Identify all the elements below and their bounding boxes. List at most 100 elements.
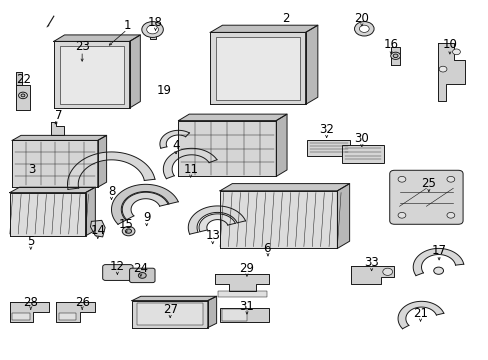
Text: 11: 11	[183, 163, 198, 176]
Polygon shape	[163, 148, 217, 179]
Text: 25: 25	[421, 177, 435, 190]
Polygon shape	[54, 41, 129, 108]
Circle shape	[122, 226, 135, 236]
Polygon shape	[337, 184, 349, 248]
Polygon shape	[111, 184, 178, 224]
Polygon shape	[90, 220, 105, 237]
Text: 26: 26	[75, 296, 89, 309]
FancyBboxPatch shape	[129, 268, 155, 283]
Text: 21: 21	[412, 307, 427, 320]
Text: 6: 6	[262, 242, 270, 255]
Polygon shape	[276, 114, 286, 176]
Polygon shape	[390, 47, 399, 65]
Text: 32: 32	[319, 123, 333, 136]
Circle shape	[142, 22, 163, 37]
Bar	[306, 140, 349, 156]
Text: 7: 7	[55, 109, 62, 122]
Text: 12: 12	[110, 260, 124, 273]
Circle shape	[354, 22, 373, 36]
Circle shape	[382, 268, 392, 275]
Polygon shape	[51, 122, 63, 135]
Bar	[216, 37, 299, 100]
Polygon shape	[160, 130, 189, 148]
Circle shape	[390, 52, 400, 59]
Circle shape	[392, 54, 397, 58]
Circle shape	[125, 229, 131, 233]
Circle shape	[21, 94, 25, 97]
Polygon shape	[178, 114, 286, 121]
Circle shape	[19, 92, 27, 99]
Polygon shape	[129, 35, 140, 108]
Text: 27: 27	[163, 303, 177, 316]
Text: 9: 9	[142, 211, 150, 224]
Text: 10: 10	[442, 39, 456, 51]
Polygon shape	[199, 214, 235, 232]
Circle shape	[433, 267, 443, 274]
Text: 1: 1	[123, 19, 131, 32]
Polygon shape	[122, 192, 168, 220]
Polygon shape	[210, 25, 317, 32]
Circle shape	[446, 176, 454, 182]
Text: 33: 33	[364, 256, 378, 269]
Polygon shape	[220, 184, 349, 191]
Polygon shape	[12, 140, 98, 187]
Circle shape	[359, 25, 368, 32]
Polygon shape	[132, 296, 216, 301]
Bar	[217, 291, 266, 297]
Text: 17: 17	[431, 244, 446, 257]
Bar	[12, 314, 30, 320]
Text: 3: 3	[28, 163, 36, 176]
Text: 29: 29	[239, 262, 254, 275]
Circle shape	[146, 25, 158, 34]
Text: 8: 8	[107, 185, 115, 198]
Polygon shape	[437, 43, 464, 101]
Text: 18: 18	[148, 16, 163, 29]
Text: 5: 5	[27, 235, 35, 248]
Polygon shape	[350, 266, 393, 284]
Circle shape	[446, 212, 454, 218]
Text: 16: 16	[383, 39, 398, 51]
Polygon shape	[12, 135, 106, 140]
Polygon shape	[397, 301, 443, 329]
Polygon shape	[178, 121, 276, 176]
Polygon shape	[210, 32, 305, 104]
Text: 15: 15	[119, 219, 133, 231]
Text: 2: 2	[282, 12, 289, 24]
Text: 14: 14	[90, 224, 105, 237]
Bar	[60, 46, 123, 104]
Text: 30: 30	[354, 132, 368, 145]
Circle shape	[397, 212, 405, 218]
Bar	[220, 308, 268, 322]
Polygon shape	[207, 296, 216, 328]
Text: 31: 31	[239, 300, 254, 312]
Polygon shape	[98, 135, 106, 187]
FancyBboxPatch shape	[102, 265, 133, 280]
Polygon shape	[56, 302, 95, 322]
Polygon shape	[16, 85, 30, 110]
Bar	[149, 36, 155, 39]
Text: 22: 22	[16, 73, 31, 86]
Circle shape	[438, 66, 446, 72]
Text: 19: 19	[156, 84, 171, 96]
Text: 4: 4	[172, 139, 180, 152]
Circle shape	[452, 49, 459, 55]
Polygon shape	[188, 206, 245, 234]
Polygon shape	[10, 193, 85, 236]
Polygon shape	[132, 301, 207, 328]
Circle shape	[138, 273, 146, 278]
Polygon shape	[10, 302, 49, 322]
Bar	[222, 309, 246, 321]
Text: 23: 23	[75, 40, 89, 53]
Polygon shape	[85, 187, 95, 236]
FancyBboxPatch shape	[389, 170, 462, 224]
Text: 28: 28	[23, 296, 38, 309]
Polygon shape	[54, 35, 140, 41]
Polygon shape	[220, 191, 337, 248]
Bar	[342, 145, 383, 163]
Polygon shape	[16, 72, 21, 85]
Polygon shape	[10, 187, 95, 193]
Text: 13: 13	[205, 229, 220, 242]
Text: 24: 24	[133, 262, 148, 275]
Text: 20: 20	[354, 12, 368, 24]
Polygon shape	[412, 248, 463, 276]
